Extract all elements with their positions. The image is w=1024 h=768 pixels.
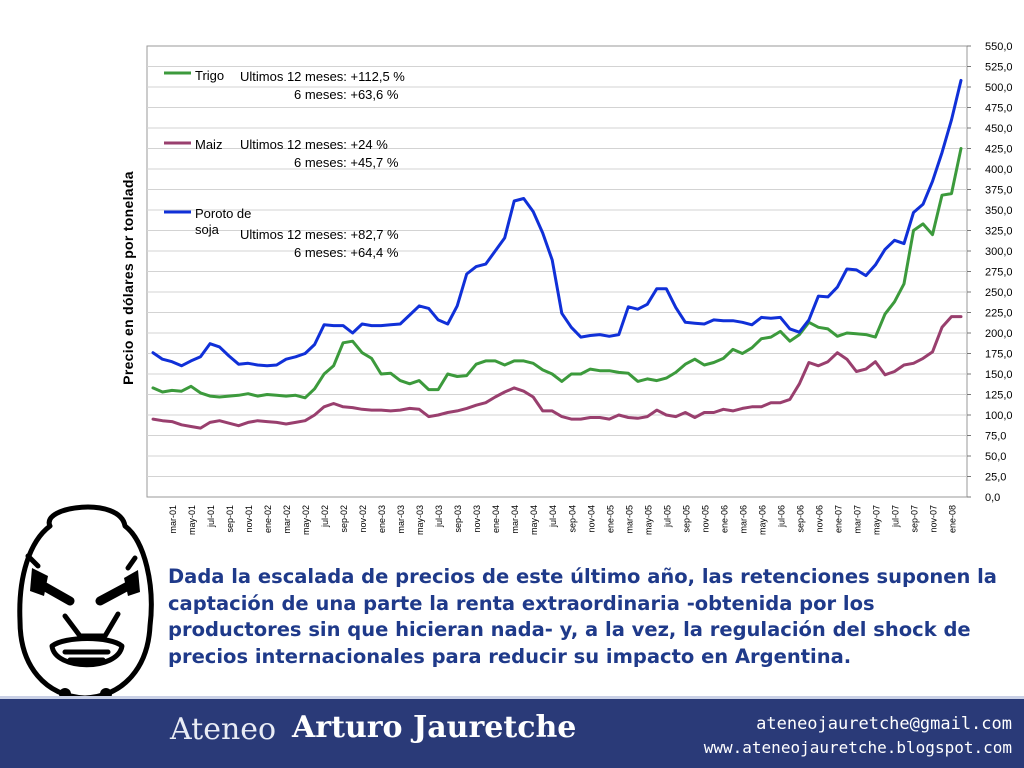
y-tick-label: 200,0 bbox=[985, 328, 1013, 340]
x-tick-label: mar-04 bbox=[510, 505, 520, 534]
website-link[interactable]: www.ateneojauretche.blogspot.com bbox=[703, 738, 1012, 757]
x-tick-label: sep-05 bbox=[681, 505, 691, 533]
legend-maiz-label: Maiz bbox=[195, 137, 223, 152]
x-tick-label: sep-03 bbox=[453, 505, 463, 533]
y-tick-label: 475,0 bbox=[985, 103, 1013, 115]
y-tick-label: 0,0 bbox=[985, 492, 1000, 504]
x-tick-label: sep-07 bbox=[909, 505, 919, 533]
series-line-1 bbox=[151, 315, 963, 430]
x-tick-label: jul-06 bbox=[776, 505, 786, 528]
y-tick-label: 25,0 bbox=[985, 472, 1006, 484]
y-tick-label: 375,0 bbox=[985, 185, 1013, 197]
x-tick-label: nov-02 bbox=[358, 505, 368, 533]
x-tick-label: mar-03 bbox=[396, 505, 406, 534]
x-tick-label: may-05 bbox=[643, 505, 653, 535]
x-tick-label: jul-05 bbox=[662, 505, 672, 528]
contact-email[interactable]: ateneojauretche@gmail.com bbox=[756, 714, 1012, 734]
x-tick-label: may-04 bbox=[529, 505, 539, 535]
y-tick-label: 500,0 bbox=[985, 82, 1013, 94]
x-tick-label: mar-07 bbox=[852, 505, 862, 534]
caption-text: Dada la escalada de precios de este últi… bbox=[168, 565, 997, 668]
x-tick-label: ene-06 bbox=[719, 505, 729, 533]
y-tick-label: 175,0 bbox=[985, 349, 1013, 361]
legend-trigo-note-12m: Ultimos 12 meses: +112,5 % bbox=[240, 69, 405, 84]
x-tick-label: sep-02 bbox=[339, 505, 349, 533]
x-tick-label: ene-07 bbox=[833, 505, 843, 533]
series-line-0 bbox=[151, 147, 963, 400]
x-tick-label: nov-01 bbox=[244, 505, 254, 533]
x-tick-label: sep-04 bbox=[567, 505, 577, 533]
y-tick-label: 50,0 bbox=[985, 451, 1006, 463]
y-tick-label: 325,0 bbox=[985, 226, 1013, 238]
x-tick-label: may-03 bbox=[415, 505, 425, 535]
x-tick-label: may-07 bbox=[871, 505, 881, 535]
y-tick-label: 250,0 bbox=[985, 287, 1013, 299]
x-tick-label: jul-03 bbox=[434, 505, 444, 528]
y-axis-label: Precio en dólares por tonelada bbox=[120, 171, 136, 385]
y-tick-label: 350,0 bbox=[985, 205, 1013, 217]
y-tick-label: 150,0 bbox=[985, 369, 1013, 381]
x-tick-label: ene-03 bbox=[377, 505, 387, 533]
x-tick-label: mar-06 bbox=[738, 505, 748, 534]
y-tick-label: 425,0 bbox=[985, 144, 1013, 156]
x-tick-label: nov-07 bbox=[928, 505, 938, 533]
legend-soja-label: Poroto de soja bbox=[195, 206, 252, 237]
x-tick-label: sep-01 bbox=[225, 505, 235, 533]
x-tick-label: mar-05 bbox=[624, 505, 634, 534]
x-tick-label: mar-02 bbox=[282, 505, 292, 534]
x-tick-label: jul-01 bbox=[206, 505, 216, 528]
price-line-chart: 0,0 25,0 50,0 75,0 100,0 125,0 150,0 175,0 200,0… bbox=[146, 41, 1013, 535]
x-tick-label: jul-02 bbox=[320, 505, 330, 528]
legend-soja-note-6m: 6 meses: +64,4 % bbox=[294, 245, 399, 260]
x-tick-label: jul-04 bbox=[548, 505, 558, 528]
x-tick-label: ene-02 bbox=[263, 505, 273, 533]
x-tick-label: mar-01 bbox=[168, 505, 178, 534]
chart-area: 0,0 25,0 50,0 75,0 100,0 125,0 150,0 175,0 200,0… bbox=[120, 41, 1013, 535]
y-tick-label: 550,0 bbox=[985, 41, 1013, 53]
x-tick-label: nov-05 bbox=[700, 505, 710, 533]
x-tick-label: may-06 bbox=[757, 505, 767, 535]
series-line-2 bbox=[151, 78, 963, 368]
legend-soja-note-12m: Ultimos 12 meses: +82,7 % bbox=[240, 227, 399, 242]
x-tick-label: may-02 bbox=[301, 505, 311, 535]
y-tick-label: 225,0 bbox=[985, 308, 1013, 320]
y-tick-label: 100,0 bbox=[985, 410, 1013, 422]
legend-maiz-note-6m: 6 meses: +45,7 % bbox=[294, 155, 399, 170]
y-tick-label: 75,0 bbox=[985, 431, 1006, 443]
y-tick-label: 275,0 bbox=[985, 267, 1013, 279]
footer-banner bbox=[0, 696, 1024, 768]
x-tick-label: nov-06 bbox=[814, 505, 824, 533]
x-tick-label: may-01 bbox=[187, 505, 197, 535]
legend-maiz-note-12m: Ultimos 12 meses: +24 % bbox=[240, 137, 388, 152]
x-tick-label: ene-04 bbox=[491, 505, 501, 533]
x-tick-label: nov-04 bbox=[586, 505, 596, 533]
y-tick-label: 125,0 bbox=[985, 390, 1013, 402]
x-tick-label: ene-08 bbox=[947, 505, 957, 533]
x-tick-label: sep-06 bbox=[795, 505, 805, 533]
y-tick-label: 450,0 bbox=[985, 123, 1013, 135]
y-tick-label: 400,0 bbox=[985, 164, 1013, 176]
legend-trigo-label: Trigo bbox=[195, 68, 225, 83]
footer-top-line bbox=[0, 696, 1024, 699]
x-tick-label: ene-05 bbox=[605, 505, 615, 533]
org-name-light: Ateneo bbox=[170, 712, 277, 747]
x-tick-label: nov-03 bbox=[472, 505, 482, 533]
org-name-bold: Arturo Jauretche bbox=[292, 710, 577, 745]
x-tick-label: jul-07 bbox=[890, 505, 900, 528]
y-tick-label: 525,0 bbox=[985, 62, 1013, 74]
y-tick-label: 300,0 bbox=[985, 246, 1013, 258]
legend-trigo-note-6m: 6 meses: +63,6 % bbox=[294, 87, 399, 102]
